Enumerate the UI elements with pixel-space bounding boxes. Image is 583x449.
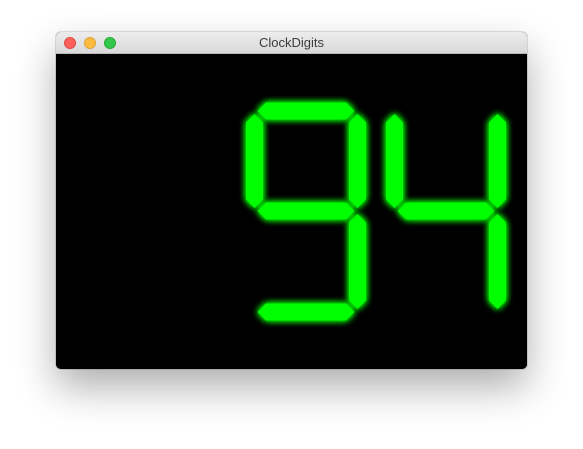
- close-button[interactable]: [64, 37, 76, 49]
- digit-1-segment-d: [257, 303, 355, 321]
- seven-segment-display: [246, 102, 506, 321]
- digit-1-segment-c: [349, 214, 366, 309]
- digit-1-segment-g: [257, 202, 355, 220]
- digit-2-segment-b: [489, 114, 506, 208]
- minimize-button[interactable]: [84, 37, 96, 49]
- zoom-button[interactable]: [104, 37, 116, 49]
- digit-2-segment-f: [386, 114, 403, 208]
- digit-1-segment-b: [349, 114, 366, 208]
- window-title: ClockDigits: [258, 35, 324, 50]
- app-window: ClockDigits: [56, 32, 527, 369]
- digits-group: [246, 102, 506, 321]
- digit-2-segment-g: [397, 202, 495, 220]
- title-bar[interactable]: ClockDigits: [56, 32, 527, 54]
- digit-1-segment-a: [257, 102, 355, 120]
- digit-1-segment-f: [246, 114, 263, 208]
- digit-2-segment-c: [489, 214, 506, 309]
- clock-display-area: [56, 54, 527, 369]
